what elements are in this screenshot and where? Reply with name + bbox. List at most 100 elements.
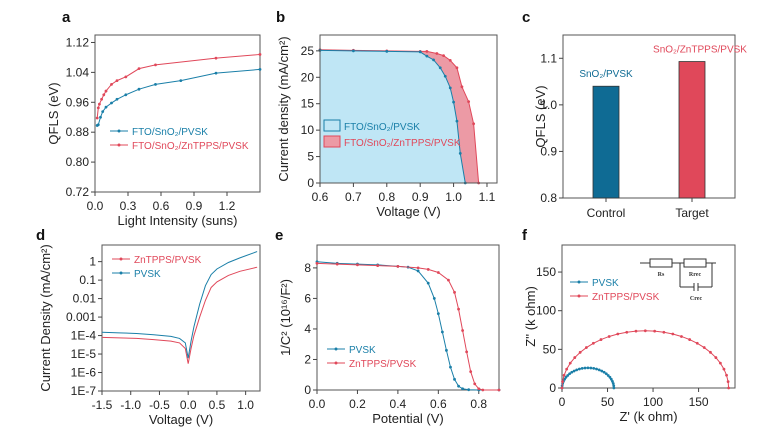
data-point	[726, 380, 730, 383]
series-line-fto-sno2-pvsk	[96, 68, 261, 126]
y-tick-label: 0.01	[73, 292, 97, 306]
bar-annotation: SnO₂/ZnTPPS/PVSK	[653, 45, 747, 56]
data-point	[592, 367, 596, 370]
legend-label: PVSK	[592, 278, 619, 289]
y-tick-label: 25	[301, 44, 315, 58]
series-arc	[561, 367, 615, 389]
y-tick-label: 10	[301, 123, 315, 137]
y-tick-label: 1E-6	[71, 366, 97, 380]
x-tick-label: 0.9	[186, 199, 203, 213]
data-point	[447, 278, 450, 282]
data-point	[611, 382, 615, 385]
data-point	[572, 369, 576, 373]
y-tick-label: 20	[301, 70, 315, 84]
data-point	[435, 52, 439, 55]
data-point	[607, 335, 611, 338]
data-point	[104, 89, 108, 93]
rs-label: Rs	[658, 272, 665, 278]
data-point	[376, 264, 380, 268]
legend-label: FTO/SnO₂/ZnTPPS/PVSK	[344, 138, 461, 149]
data-point	[458, 152, 462, 155]
data-point	[418, 50, 422, 54]
x-tick-label: 0.6	[430, 397, 447, 411]
data-point	[473, 382, 477, 386]
series-line-fto-sno2-zntpps-pvsk	[96, 53, 261, 119]
legend-label: FTO/SnO₂/PVSK	[344, 122, 420, 133]
y-tick-label: 100	[536, 304, 556, 318]
data-point	[258, 53, 262, 56]
y-tick-label: 0	[304, 383, 311, 397]
data-point	[115, 79, 119, 83]
y-tick-label: 1E-5	[71, 347, 97, 361]
data-point	[453, 377, 456, 381]
data-point	[575, 368, 579, 372]
y-axis-label: Z'' (k ohm)	[523, 286, 538, 347]
data-point	[568, 361, 572, 365]
x-axis-label: Potential (V)	[372, 411, 444, 426]
data-point	[115, 97, 119, 101]
data-point	[461, 329, 464, 332]
data-point	[335, 262, 339, 266]
data-point	[179, 79, 183, 83]
data-point	[460, 85, 464, 89]
equivalent-circuit-inset: Rs Rrec Crec	[640, 258, 716, 302]
y-tick-label: 6	[304, 291, 311, 305]
y-tick-label: 4	[304, 322, 311, 336]
plot-frame	[319, 34, 498, 184]
data-point	[416, 269, 420, 273]
x-tick-label: -1.0	[120, 398, 141, 412]
data-point	[137, 87, 141, 91]
data-point	[432, 58, 435, 62]
data-point	[432, 297, 436, 300]
data-point	[727, 386, 731, 390]
legend-marker	[119, 257, 123, 261]
data-point	[671, 332, 675, 336]
legend-swatch	[323, 119, 341, 132]
data-point	[585, 346, 588, 349]
y-tick-label: 0	[307, 176, 314, 190]
bar-annotation: SnO₂/PVSK	[579, 69, 633, 80]
plot-frame	[562, 34, 736, 199]
x-tick-label: 0.8	[470, 397, 487, 411]
legend-label: PVSK	[349, 345, 376, 356]
y-axis-label: 1/C² (10¹⁶/F²)	[278, 279, 293, 356]
legend-label: ZnTPPS/PVSK	[134, 255, 202, 266]
data-point	[595, 367, 598, 371]
y-tick-label: 1.1	[540, 51, 557, 65]
data-point	[101, 110, 105, 114]
panel-label: e	[275, 227, 283, 244]
data-point	[425, 49, 429, 53]
data-point	[396, 264, 400, 268]
data-point	[467, 100, 471, 103]
data-point	[578, 350, 582, 354]
data-point	[315, 261, 319, 265]
data-point	[100, 97, 103, 101]
legend-label: ZnTPPS/PVSK	[592, 292, 660, 303]
data-point	[722, 367, 726, 371]
data-point	[438, 66, 442, 70]
data-point	[612, 384, 616, 388]
data-point	[616, 332, 620, 336]
panel-label: d	[36, 227, 45, 244]
data-point	[625, 330, 629, 334]
y-tick-label: 5	[307, 150, 314, 164]
data-point	[561, 380, 564, 383]
data-point	[98, 102, 101, 106]
data-point	[448, 58, 452, 62]
y-tick-label: 1.0	[540, 98, 557, 112]
data-point	[436, 271, 440, 274]
panel-f: 0 50 100 150 0 50 100 150 Z' (k ohm) Z'' (k ohm) f…	[522, 227, 736, 424]
y-tick-label: 0.9	[540, 144, 557, 158]
panel-label: a	[62, 9, 71, 26]
panel-c: 0.8 0.9 1.0 1.1 QFLS (eV) c Control SnO₂/PVSK Ta…	[522, 9, 747, 220]
crec-label: Crec	[690, 296, 703, 302]
bar-target	[678, 61, 706, 199]
y-tick-label: 0.8	[540, 191, 557, 205]
data-point	[600, 369, 604, 373]
data-point	[96, 106, 100, 110]
x-tick-label: 0.0	[180, 398, 197, 412]
x-tick-label: 0.5	[209, 398, 226, 412]
data-point	[562, 373, 566, 377]
x-tick-label: 0.7	[345, 190, 362, 204]
